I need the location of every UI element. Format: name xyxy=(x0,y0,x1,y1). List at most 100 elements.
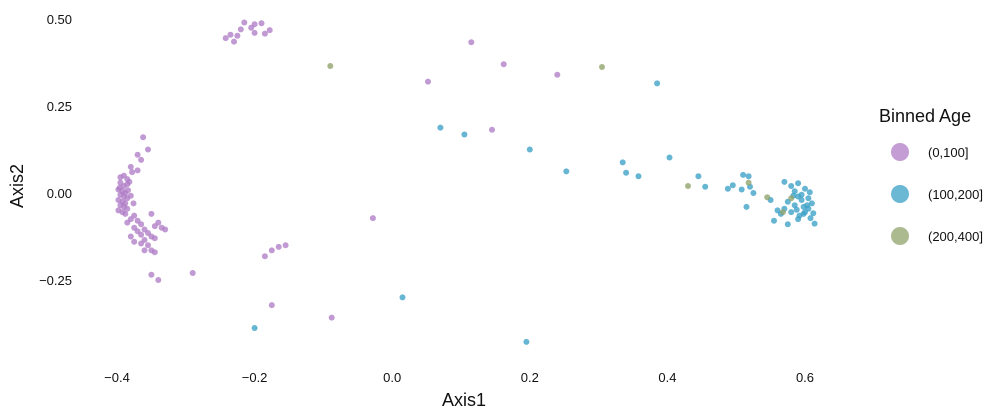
data-point xyxy=(126,178,133,185)
data-point xyxy=(523,338,530,345)
data-point xyxy=(130,200,137,207)
data-point xyxy=(127,163,134,170)
data-point xyxy=(468,39,475,46)
data-point xyxy=(268,302,275,309)
data-point xyxy=(802,185,808,192)
legend-key-0-100 xyxy=(891,143,909,161)
data-point xyxy=(227,31,234,38)
x-tick-label: −0.2 xyxy=(242,370,268,385)
data-point xyxy=(489,126,495,133)
data-point xyxy=(124,205,131,212)
data-point xyxy=(251,29,258,36)
data-point xyxy=(810,210,817,217)
data-point xyxy=(500,61,507,68)
data-point xyxy=(248,24,255,31)
data-point xyxy=(745,179,752,186)
data-point xyxy=(138,240,145,247)
data-point xyxy=(802,209,808,216)
data-point xyxy=(425,78,431,85)
data-point xyxy=(788,209,795,216)
data-point xyxy=(619,159,626,166)
data-point xyxy=(282,242,289,249)
data-point xyxy=(266,27,273,34)
x-tick-label: 0.2 xyxy=(521,370,539,385)
data-point xyxy=(189,270,196,276)
data-point xyxy=(327,63,334,69)
data-point xyxy=(134,167,141,174)
data-point xyxy=(151,235,158,242)
data-point xyxy=(695,173,702,180)
data-point xyxy=(791,188,798,195)
data-point xyxy=(623,169,630,176)
data-point xyxy=(800,203,807,210)
data-point xyxy=(807,215,814,222)
y-tick-labels: 0.50 0.25 0.00 −0.25 xyxy=(39,12,72,288)
data-point xyxy=(780,209,786,216)
data-point xyxy=(138,231,145,238)
data-point xyxy=(743,203,750,210)
data-point xyxy=(745,173,752,180)
legend-label-200-400: (200,400] xyxy=(928,229,983,244)
data-point xyxy=(796,212,803,219)
data-point xyxy=(261,253,268,260)
data-point xyxy=(702,183,709,190)
data-point xyxy=(738,186,745,193)
data-point xyxy=(145,146,151,153)
data-point xyxy=(155,277,162,283)
legend-label-0-100: (0,100] xyxy=(928,145,968,160)
data-point xyxy=(148,271,155,278)
data-point xyxy=(788,195,795,202)
y-tick-label: 0.00 xyxy=(47,186,72,201)
legend-label-100-200: (100,200] xyxy=(928,187,983,202)
data-point xyxy=(261,30,268,37)
data-point xyxy=(162,226,169,233)
data-point xyxy=(635,173,642,180)
y-tick-label: −0.25 xyxy=(39,273,72,288)
data-point xyxy=(666,154,673,161)
data-point xyxy=(724,185,731,192)
data-point xyxy=(134,151,141,158)
data-point xyxy=(141,247,148,254)
data-point xyxy=(237,26,244,33)
data-point xyxy=(526,146,533,153)
data-point xyxy=(369,215,376,222)
data-point xyxy=(127,233,134,240)
data-point xyxy=(129,169,136,176)
data-point xyxy=(784,221,791,228)
data-point xyxy=(124,219,131,226)
data-point xyxy=(116,184,123,191)
data-point xyxy=(461,131,468,138)
data-point xyxy=(771,217,777,224)
legend-key-200-400 xyxy=(891,227,909,245)
x-tick-label: −0.4 xyxy=(104,370,130,385)
data-point xyxy=(258,20,265,27)
data-point xyxy=(740,171,747,178)
data-point xyxy=(140,134,147,141)
y-axis-title: Axis2 xyxy=(7,164,27,208)
data-point xyxy=(399,294,406,301)
legend-key-100-200 xyxy=(891,185,909,203)
data-point xyxy=(781,178,788,185)
data-point xyxy=(729,182,736,189)
x-axis-title: Axis1 xyxy=(442,390,486,410)
legend: Binned Age (0,100] (100,200] (200,400] xyxy=(879,106,983,245)
data-point xyxy=(795,193,802,200)
y-tick-label: 0.25 xyxy=(47,99,72,114)
data-point xyxy=(437,124,444,131)
data-point xyxy=(151,249,158,256)
data-point xyxy=(788,183,795,189)
data-point xyxy=(145,242,151,249)
data-point xyxy=(122,210,129,217)
x-tick-labels: −0.4 −0.2 0.0 0.2 0.4 0.6 xyxy=(104,370,814,385)
data-point xyxy=(328,314,335,321)
data-point xyxy=(554,71,561,78)
data-point xyxy=(806,189,813,196)
data-point xyxy=(791,202,798,209)
data-point xyxy=(750,190,757,196)
data-point xyxy=(599,64,605,70)
data-point xyxy=(808,200,815,207)
data-point xyxy=(127,192,134,199)
y-tick-label: 0.50 xyxy=(47,12,72,27)
data-point xyxy=(234,32,241,39)
scatter-points xyxy=(115,19,818,345)
